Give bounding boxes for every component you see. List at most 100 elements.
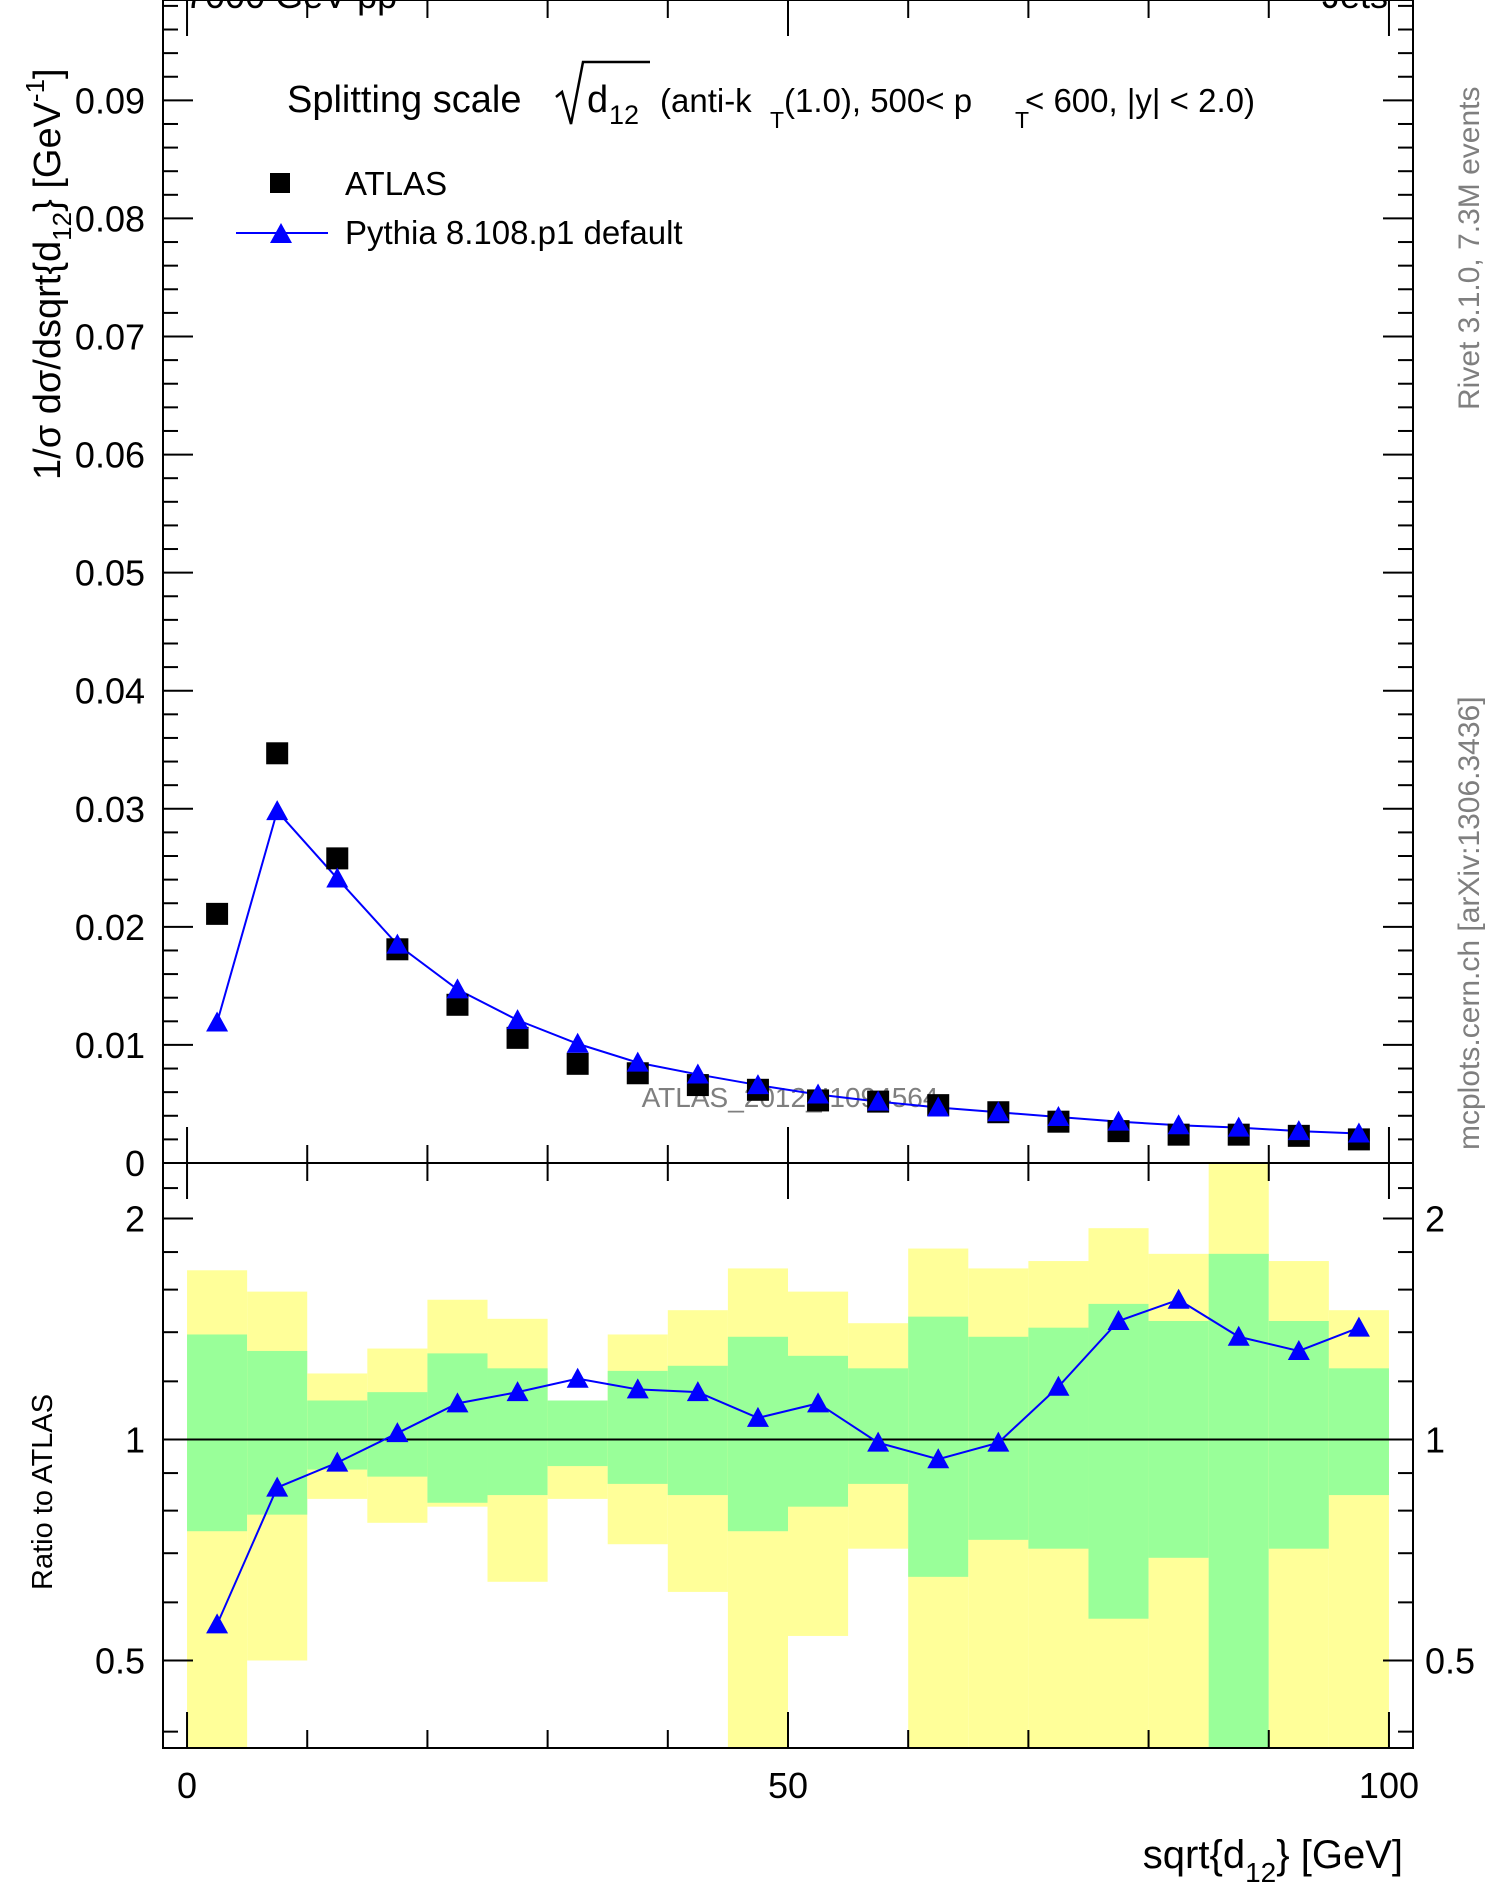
ytick-label: 0.01 — [75, 1025, 145, 1066]
ratio-pythia-point — [446, 1392, 469, 1413]
pythia-point — [867, 1090, 890, 1111]
ratio-ytick-label: 1 — [125, 1419, 145, 1460]
ratio-ytick-label: 0.5 — [95, 1640, 145, 1681]
ratio-pythia-point — [566, 1367, 589, 1388]
pythia-point — [1227, 1116, 1250, 1137]
xlabel-sub: 12 — [1245, 1857, 1276, 1888]
ratio-pythia-point — [746, 1406, 769, 1427]
pythia-point — [686, 1063, 709, 1084]
ratio-data — [206, 1288, 1370, 1634]
title-kt-sub: T — [770, 107, 784, 133]
ratio-pythia-point — [266, 1476, 289, 1497]
ratio-ytick-label-right: 1 — [1425, 1419, 1445, 1460]
xlabel-post: } [GeV] — [1276, 1833, 1403, 1877]
ratio-pythia-point — [386, 1422, 409, 1443]
title-antikt: (anti-k — [660, 82, 752, 119]
ratio-pythia-point — [927, 1448, 950, 1469]
atlas-point — [266, 742, 289, 765]
main-ylabel: 1/σ dσ/dsqrt{d12} [GeV-1] — [20, 68, 77, 480]
legend-pythia-marker — [270, 223, 292, 243]
analysis-watermark: ATLAS_2012_I1094564 — [642, 1082, 939, 1113]
pythia-point — [566, 1032, 589, 1053]
title-sqrt-sign — [555, 60, 650, 125]
ylabel-sub: 12 — [47, 212, 77, 241]
atlas-point — [446, 993, 469, 1016]
band-inner-bin — [727, 1336, 788, 1532]
ratio-pythia-point — [206, 1613, 229, 1634]
ylabel-post: } [GeV — [27, 101, 69, 211]
ylabel-main: 1/σ dσ/dsqrt{d — [27, 241, 69, 480]
atlas-point — [506, 1026, 529, 1049]
band-inner-bin — [1088, 1303, 1149, 1619]
band-inner-bin — [427, 1353, 488, 1503]
ratio-ytick-label-right: 0.5 — [1425, 1640, 1475, 1681]
ratio-pythia-point — [686, 1381, 709, 1402]
ytick-label: 0.07 — [75, 317, 145, 358]
pythia-point — [206, 1011, 229, 1032]
ratio-ylabel: Ratio to ATLAS — [27, 1394, 59, 1590]
ratio-pythia-point — [1167, 1288, 1190, 1309]
band-inner-bin — [187, 1334, 248, 1532]
pythia-point — [746, 1074, 769, 1095]
pythia-point — [927, 1096, 950, 1117]
pythia-point — [807, 1083, 830, 1104]
pythia-point — [626, 1051, 649, 1072]
ytick-label: 0.05 — [75, 553, 145, 594]
ratio-pythia-point — [1227, 1325, 1250, 1346]
main-axes: 0.01 0.02 0.03 0.04 0.05 0.06 0.07 0.08 0.09 0 — [75, 0, 1413, 1184]
ratio-pythia-line — [216, 1298, 1360, 1625]
ytick-label-zero: 0 — [125, 1143, 145, 1184]
title-d-sub: 12 — [609, 100, 639, 130]
xlabel-main: sqrt{d — [1143, 1833, 1245, 1877]
pythia-point — [1047, 1105, 1070, 1126]
header-right-text: Jets — [1322, 0, 1388, 16]
pythia-point — [446, 978, 469, 999]
header-left-text: 7000 GeV pp — [185, 0, 397, 16]
mcplots-watermark: mcplots.cern.ch [arXiv:1306.3436] — [1453, 696, 1486, 1150]
atlas-point — [326, 847, 349, 870]
ylabel-end: ] — [27, 68, 69, 79]
ytick-label: 0.09 — [75, 80, 145, 121]
band-inner-bin — [848, 1368, 909, 1484]
pythia-point — [987, 1101, 1010, 1122]
ratio-axes: 0 50 100 0.5 0.5 1 1 2 2 — [95, 1163, 1475, 1806]
xtick-label: 50 — [768, 1765, 808, 1806]
title-pt-sub: T — [1015, 107, 1029, 133]
ytick-label: 0.08 — [75, 198, 145, 239]
band-inner-bin — [547, 1400, 608, 1467]
legend: ATLAS Pythia 8.108.p1 default — [236, 165, 683, 251]
ratio-ytick-label-right: 2 — [1425, 1198, 1445, 1239]
xtick-label: 100 — [1359, 1765, 1419, 1806]
pythia-point — [506, 1009, 529, 1030]
legend-atlas-marker — [270, 173, 290, 193]
band-inner-bin — [908, 1316, 969, 1577]
legend-atlas-label: ATLAS — [345, 165, 447, 202]
pythia-point — [266, 800, 289, 821]
ratio-pythia-point — [1287, 1339, 1310, 1360]
ratio-bands — [187, 1163, 1389, 1748]
svg-text:sqrt{d12} [GeV]: sqrt{d12} [GeV] — [1143, 1833, 1403, 1888]
atlas-point — [206, 902, 229, 925]
pythia-point — [1347, 1122, 1370, 1143]
rivet-watermark: Rivet 3.1.0, 7.3M events — [1453, 87, 1486, 411]
ratio-pythia-point — [1347, 1316, 1370, 1337]
title-d: d — [587, 79, 608, 121]
pythia-point — [1287, 1120, 1310, 1141]
ratio-pythia-point — [626, 1378, 649, 1399]
legend-pythia-label: Pythia 8.108.p1 default — [345, 214, 683, 251]
ratio-pythia-point — [987, 1431, 1010, 1452]
atlas-point — [566, 1052, 589, 1075]
band-inner-bin — [788, 1355, 849, 1507]
pythia-point — [1107, 1110, 1130, 1131]
xlabel: sqrt{d12} [GeV] — [1143, 1833, 1403, 1888]
ratio-ytick-label: 2 — [125, 1198, 145, 1239]
title-range: < 600, |y| < 2.0) — [1025, 82, 1255, 119]
main-title: Splitting scale d 12 (anti-k T (1.0), 50… — [287, 60, 1255, 133]
band-inner-bin — [1328, 1368, 1389, 1496]
band-inner-bin — [1028, 1327, 1089, 1549]
ratio-pythia-point — [506, 1381, 529, 1402]
ytick-label: 0.02 — [75, 907, 145, 948]
svg-text:1/σ dσ/dsqrt{d12} [GeV-1]: 1/σ dσ/dsqrt{d12} [GeV-1] — [20, 68, 77, 480]
ratio-pythia-point — [326, 1451, 349, 1472]
